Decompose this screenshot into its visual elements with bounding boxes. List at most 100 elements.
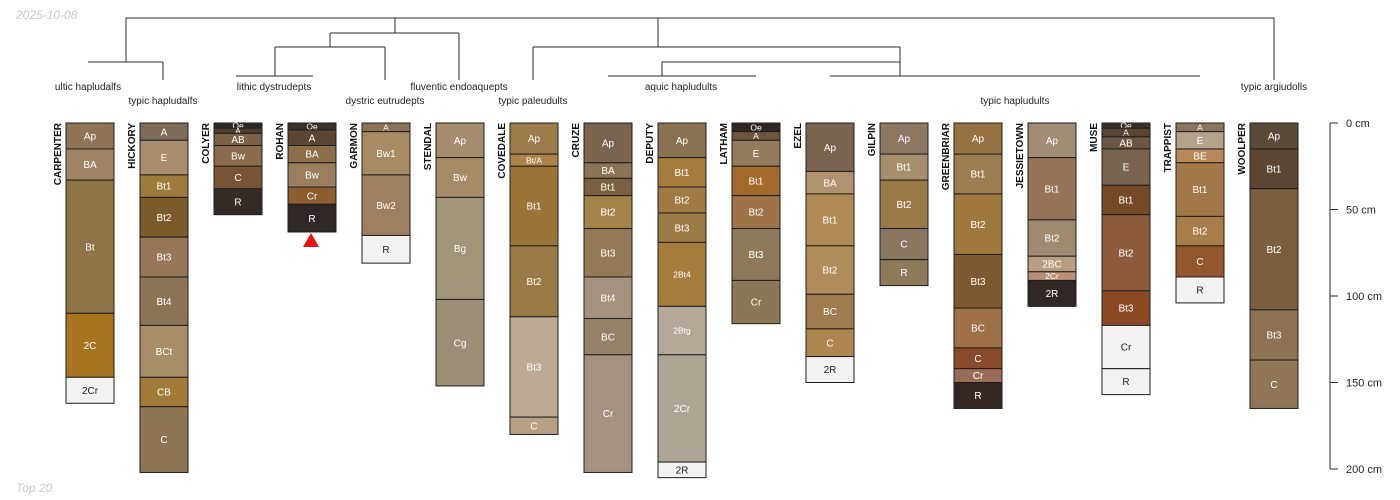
horizon-label: Ap [454, 136, 467, 147]
axis-tick-label: 0 cm [1346, 118, 1370, 130]
horizon-rect [1175, 162, 1225, 217]
profile-name: MUSE [1089, 123, 1100, 152]
axis-tick-label: 150 cm [1346, 378, 1382, 390]
profile-name: WOOLPER [1237, 122, 1248, 174]
horizon-rect [287, 162, 337, 188]
horizon-rect [583, 228, 633, 278]
soil-profile: Ap Bt1 Bt2 Bt3 C WOOLPER [1237, 122, 1299, 409]
taxon-label: ultic hapludalfs [55, 82, 121, 93]
horizon-rect [805, 245, 855, 295]
soil-profile: A Bw1 Bw2 R GARMON [349, 122, 411, 264]
horizon-label: BC [823, 307, 837, 318]
horizon-label: Bt3 [156, 253, 171, 264]
horizon-rect [805, 356, 855, 383]
horizon-label: Bt3 [600, 248, 615, 259]
horizon-label: A [309, 133, 316, 144]
horizon-label: Bt2 [1044, 234, 1059, 245]
horizon-label: Bt2 [1266, 245, 1281, 256]
soil-profile: OeA BA Bw Cr R ROHAN [275, 122, 337, 233]
horizon-rect [657, 354, 707, 463]
horizon-rect [65, 376, 115, 404]
horizon-label: C [1196, 257, 1203, 268]
taxon-label: lithic dystrudepts [237, 82, 311, 93]
profile-name: GILPIN [867, 123, 878, 156]
horizon-label: Bt1 [1266, 164, 1281, 175]
profile-name: JESSIETOWN [1015, 123, 1026, 188]
horizon-label: Bt1 [600, 183, 615, 194]
soil-profile: Ap Bt1 Bt2 Bt3 BC C Cr R GREENBRIAR [941, 122, 1003, 409]
horizon-rect [1027, 122, 1077, 159]
horizon-label: C [160, 435, 167, 446]
horizon-rect [509, 316, 559, 418]
horizon-rect [1101, 184, 1151, 216]
horizon-label: Ap [1268, 132, 1281, 143]
horizon-label: 2C [84, 341, 97, 352]
horizon-rect [583, 276, 633, 319]
dendrogram [88, 17, 1275, 80]
horizon-label: AB [1119, 138, 1133, 149]
horizon-label: A [1197, 122, 1203, 132]
horizon-label: Bt4 [156, 297, 171, 308]
lithic-contact-marker-icon [303, 233, 319, 247]
horizon-rect [583, 122, 633, 164]
horizon-label: Bt3 [526, 363, 541, 374]
horizon-rect [805, 193, 855, 247]
horizon-rect [657, 305, 707, 356]
horizon-label: Cr [751, 298, 762, 309]
horizon-rect [1027, 279, 1077, 307]
horizon-label: 2Btg [673, 326, 691, 336]
horizon-rect [1249, 122, 1299, 150]
horizon-label: Ap [1046, 136, 1059, 147]
taxon-label: typic hapludults [981, 96, 1050, 107]
horizon-label: 2R [1046, 289, 1059, 300]
soil-profile: A E Bt1 Bt2 Bt3 Bt4 BCt CB C HICKORY [127, 122, 189, 473]
horizon-label: Ap [824, 143, 837, 154]
axis-tick-label: 50 cm [1346, 205, 1376, 217]
horizon-rect [139, 139, 189, 176]
horizon-label: E [1123, 163, 1130, 174]
horizon-label: Bt1 [156, 182, 171, 193]
horizon-rect [953, 193, 1003, 255]
horizon-rect [1101, 368, 1151, 396]
profile-name: COLYER [201, 122, 212, 164]
horizon-rect [879, 259, 929, 287]
horizon-label: Bt3 [970, 277, 985, 288]
taxon-label: typic paleudults [499, 96, 568, 107]
horizon-label: R [234, 197, 241, 208]
horizon-rect [953, 122, 1003, 155]
date-stamp: 2025-10-08 [16, 8, 78, 22]
horizon-label: E [161, 153, 168, 164]
horizon-rect [1175, 276, 1225, 304]
horizon-label: Bt2 [896, 200, 911, 211]
taxon-label: typic argiudolls [1241, 82, 1307, 93]
horizon-label: 2R [676, 465, 689, 476]
profile-name: CRUZE [571, 123, 582, 158]
horizon-label: R [308, 214, 315, 225]
horizon-rect [509, 165, 559, 247]
horizon-label: Cr [603, 409, 614, 420]
horizon-rect [805, 122, 855, 172]
horizon-label: Bt2 [674, 196, 689, 207]
horizon-label: BC [601, 332, 615, 343]
horizon-label: BA [823, 178, 837, 189]
profile-name: ROHAN [275, 123, 286, 160]
horizon-label: 2Cr [82, 386, 99, 397]
horizon-label: A [161, 127, 168, 138]
horizon-rect [1249, 188, 1299, 311]
taxon-label: typic hapludalfs [129, 96, 198, 107]
horizon-label: C [1270, 380, 1277, 391]
horizon-label: R [1122, 377, 1129, 388]
horizon-label: Ap [84, 132, 97, 143]
horizon-label: Bt2 [526, 277, 541, 288]
horizon-rect [879, 228, 929, 261]
horizon-label: Bw [305, 171, 320, 182]
taxon-label: fluventic endoaquepts [410, 82, 507, 93]
horizon-label: 2Cr [674, 404, 691, 415]
horizon-rect [65, 179, 115, 314]
horizon-rect [657, 212, 707, 243]
horizon-label: Bw2 [376, 201, 396, 212]
horizon-label: E [1197, 136, 1204, 147]
